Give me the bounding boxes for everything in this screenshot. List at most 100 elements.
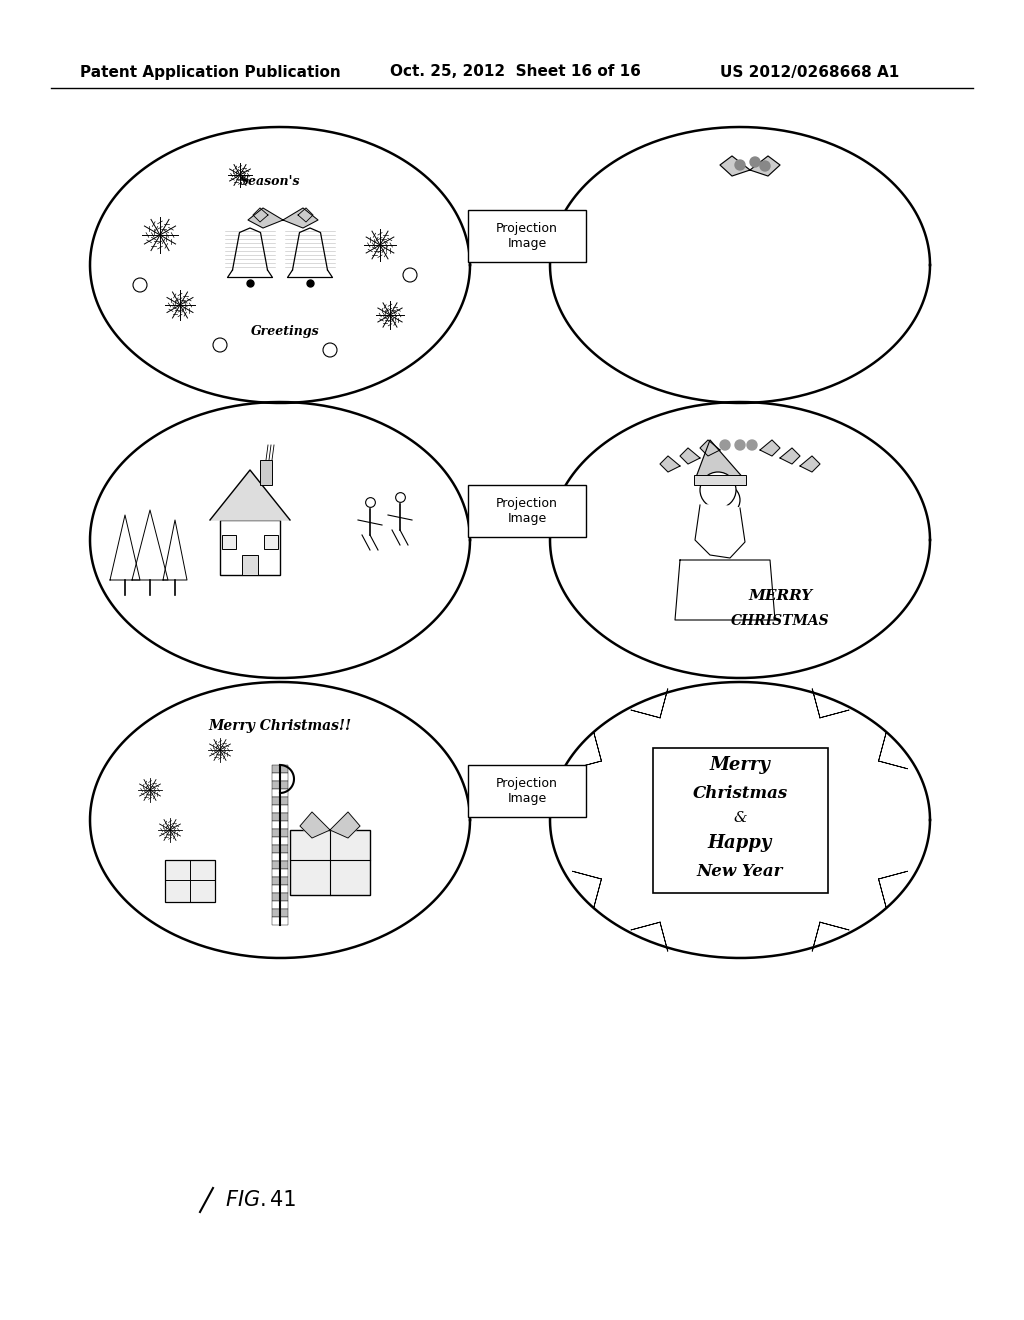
Polygon shape	[248, 209, 283, 228]
Polygon shape	[572, 871, 601, 879]
Bar	[272, 766, 288, 774]
Polygon shape	[820, 710, 849, 718]
Polygon shape	[660, 923, 668, 952]
Polygon shape	[680, 447, 700, 465]
Text: Projection
Image: Projection Image	[496, 498, 558, 525]
Text: US 2012/0268668 A1: US 2012/0268668 A1	[720, 65, 899, 79]
Bar	[468, 210, 586, 261]
Polygon shape	[879, 879, 887, 908]
Bar	[272, 805, 288, 813]
Bar	[468, 484, 586, 537]
Bar	[272, 797, 288, 805]
Polygon shape	[330, 812, 360, 838]
Polygon shape	[594, 733, 601, 762]
Polygon shape	[298, 209, 313, 222]
Bar	[222, 535, 236, 549]
Circle shape	[700, 473, 736, 508]
Polygon shape	[550, 127, 930, 403]
Polygon shape	[660, 689, 668, 718]
Bar	[264, 535, 278, 549]
Polygon shape	[631, 923, 660, 931]
Polygon shape	[879, 762, 907, 768]
Polygon shape	[720, 156, 750, 176]
Polygon shape	[300, 812, 330, 838]
Text: Merry: Merry	[710, 755, 770, 774]
Polygon shape	[675, 560, 775, 620]
Polygon shape	[695, 440, 745, 480]
Bar	[272, 869, 288, 876]
Circle shape	[710, 484, 740, 515]
Polygon shape	[90, 403, 470, 678]
Bar	[272, 845, 288, 853]
Circle shape	[735, 440, 745, 450]
Text: Christmas: Christmas	[692, 784, 787, 801]
Bar	[272, 837, 288, 845]
Text: MERRY: MERRY	[748, 589, 812, 603]
Polygon shape	[99, 590, 461, 671]
Text: $\it{FIG.}$: $\it{FIG.}$	[225, 1191, 265, 1210]
Polygon shape	[253, 209, 268, 222]
Polygon shape	[550, 682, 930, 958]
Bar	[272, 884, 288, 894]
Polygon shape	[820, 923, 849, 931]
Polygon shape	[163, 520, 187, 579]
Bar	[260, 459, 272, 484]
Bar	[468, 766, 586, 817]
Bar	[272, 894, 288, 902]
Circle shape	[720, 440, 730, 450]
Bar	[694, 475, 746, 484]
Bar	[220, 520, 280, 576]
Text: Projection
Image: Projection Image	[496, 777, 558, 805]
Polygon shape	[550, 403, 930, 678]
Polygon shape	[700, 440, 720, 455]
Text: Greetings: Greetings	[251, 325, 319, 338]
Polygon shape	[812, 689, 820, 718]
Polygon shape	[631, 710, 660, 718]
Polygon shape	[750, 156, 780, 176]
Text: New Year: New Year	[696, 862, 783, 879]
Bar	[272, 853, 288, 861]
Bar	[272, 781, 288, 789]
Polygon shape	[90, 682, 470, 958]
Text: CHRISTMAS: CHRISTMAS	[731, 614, 829, 628]
Bar	[272, 821, 288, 829]
Polygon shape	[132, 510, 168, 579]
Polygon shape	[780, 447, 800, 465]
Circle shape	[760, 161, 770, 172]
Bar	[242, 554, 258, 576]
Circle shape	[735, 160, 745, 170]
Polygon shape	[760, 440, 780, 455]
Polygon shape	[800, 455, 820, 473]
Polygon shape	[594, 879, 601, 908]
Circle shape	[750, 157, 760, 168]
Bar	[272, 917, 288, 925]
Text: Projection
Image: Projection Image	[496, 222, 558, 249]
Polygon shape	[283, 209, 318, 228]
Bar	[165, 861, 215, 902]
Bar	[272, 909, 288, 917]
Polygon shape	[90, 127, 470, 403]
Polygon shape	[879, 733, 887, 762]
Polygon shape	[210, 470, 290, 520]
Bar	[272, 789, 288, 797]
Text: Oct. 25, 2012  Sheet 16 of 16: Oct. 25, 2012 Sheet 16 of 16	[390, 65, 641, 79]
Bar	[290, 830, 370, 895]
Circle shape	[746, 440, 757, 450]
Text: 41: 41	[270, 1191, 297, 1210]
Polygon shape	[660, 455, 680, 473]
Text: &: &	[733, 812, 746, 825]
Text: Patent Application Publication: Patent Application Publication	[80, 65, 341, 79]
Text: Merry Christmas!!: Merry Christmas!!	[209, 719, 351, 733]
Polygon shape	[110, 515, 140, 579]
Polygon shape	[812, 923, 820, 952]
Polygon shape	[879, 871, 907, 879]
Text: Season's: Season's	[240, 176, 300, 187]
Polygon shape	[695, 506, 745, 558]
Bar	[272, 829, 288, 837]
Text: Happy: Happy	[708, 833, 772, 851]
Bar	[272, 861, 288, 869]
Bar	[272, 774, 288, 781]
Bar	[272, 813, 288, 821]
Polygon shape	[572, 762, 601, 768]
Bar	[652, 747, 827, 892]
